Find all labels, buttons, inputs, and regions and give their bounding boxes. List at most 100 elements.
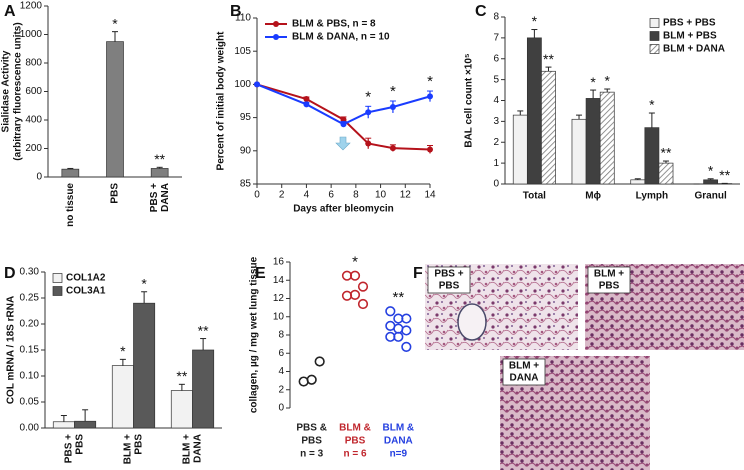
micrograph-label: BLM +: [509, 361, 539, 372]
bar: [526, 37, 542, 185]
group-label: PBS: [345, 436, 366, 447]
y-tick-label: 1000: [20, 29, 43, 40]
point: [385, 306, 396, 317]
series-line: [256, 83, 431, 126]
bar: [599, 91, 615, 185]
point: [357, 281, 369, 292]
panel-letter: E: [255, 265, 266, 282]
legend-swatch: [52, 286, 63, 296]
bar: [630, 179, 646, 185]
legend-label: BLM + DANA: [663, 44, 725, 55]
x-tick-label: 6: [328, 190, 334, 201]
legend-label: COL1A2: [66, 273, 106, 284]
point: [306, 374, 317, 385]
significance: *: [590, 74, 596, 90]
y-tick-label: 110: [235, 13, 251, 24]
x-tick-label: DANA: [160, 183, 171, 212]
legend-swatch: [52, 273, 63, 283]
point: [340, 121, 347, 128]
legend-marker: [273, 21, 279, 27]
significance: *: [120, 343, 126, 359]
arrow-marker: [335, 136, 351, 151]
bar: [192, 349, 215, 429]
significance: *: [141, 275, 147, 291]
point: [401, 341, 412, 352]
y-tick-label: 12: [273, 293, 285, 304]
point: [314, 356, 325, 367]
micrograph-label: PBS +: [434, 269, 463, 280]
micrograph-label-box: [587, 266, 631, 294]
x-tick-label: PBS +: [64, 434, 75, 463]
y-tick-label: 0.20: [20, 319, 40, 330]
y-tick-label: 8: [493, 12, 499, 23]
panel-letter: F: [413, 265, 423, 282]
bar: [644, 127, 660, 185]
legend-label: BLM & DANA, n = 10: [292, 32, 390, 43]
x-tick-label: 14: [424, 190, 436, 201]
bar: [52, 421, 75, 429]
bar: [170, 390, 193, 429]
point: [303, 101, 310, 108]
y-tick-label: 4: [493, 95, 499, 106]
y-tick-label: 7: [493, 33, 499, 44]
x-tick-label: Total: [523, 191, 546, 202]
y-axis-label: BAL cell count ×10⁵: [464, 53, 475, 148]
point: [401, 313, 412, 324]
y-tick-label: 8: [278, 330, 284, 341]
x-tick-label: BLM +: [182, 434, 193, 464]
y-tick-label: 600: [25, 86, 42, 97]
significance: *: [532, 13, 538, 29]
legend-label: BLM & PBS, n = 8: [292, 19, 376, 30]
bar: [541, 70, 556, 185]
significance: **: [543, 51, 554, 67]
x-tick-label: PBS: [134, 434, 145, 455]
y-tick-label: 0: [36, 172, 42, 183]
group-label: PBS &: [296, 423, 327, 434]
point: [389, 103, 396, 110]
bar: [61, 168, 80, 178]
point: [349, 289, 361, 300]
group-label: BLM &: [339, 423, 371, 434]
point: [365, 109, 372, 116]
y-tick-label: 0.25: [20, 293, 40, 304]
micrograph-label-box: [427, 266, 471, 294]
group-label: n = 6: [343, 449, 367, 460]
point: [298, 376, 309, 387]
y-tick-label: 3: [493, 116, 499, 127]
group-label: BLM &: [382, 423, 414, 434]
micrograph-label-box: [502, 358, 546, 386]
significance: **: [392, 289, 404, 306]
y-tick-label: 0: [278, 403, 284, 414]
significance: *: [427, 73, 433, 90]
y-tick-label: 14: [273, 275, 285, 286]
y-axis-label: Sialidase Activity: [1, 50, 12, 132]
panel-letter: C: [475, 3, 487, 20]
point: [254, 81, 260, 88]
x-tick-label: PBS +: [149, 183, 160, 212]
y-tick-label: 200: [25, 143, 42, 154]
bar: [150, 168, 169, 178]
y-tick-label: 5: [493, 74, 499, 85]
y-tick-label: 400: [25, 115, 42, 126]
significance: **: [176, 368, 187, 384]
point: [349, 270, 361, 281]
significance: *: [708, 162, 714, 178]
y-tick-label: 95: [240, 112, 252, 123]
bar: [106, 41, 124, 178]
y-tick-label: 800: [25, 58, 42, 69]
x-tick-label: 8: [353, 190, 359, 201]
point: [365, 140, 372, 147]
micrograph-label: PBS: [599, 281, 620, 292]
series-line: [256, 83, 431, 151]
y-tick-label: 0: [493, 179, 499, 190]
significance: *: [112, 15, 118, 31]
x-tick-label: no tissue: [65, 183, 76, 227]
panel-letter: D: [4, 265, 16, 282]
micrograph-label: DANA: [510, 373, 539, 384]
significance: *: [604, 73, 610, 89]
significance: **: [719, 167, 730, 183]
y-tick-label: 2: [493, 137, 499, 148]
significance: *: [649, 97, 655, 113]
bar: [658, 162, 674, 185]
point: [303, 96, 310, 103]
